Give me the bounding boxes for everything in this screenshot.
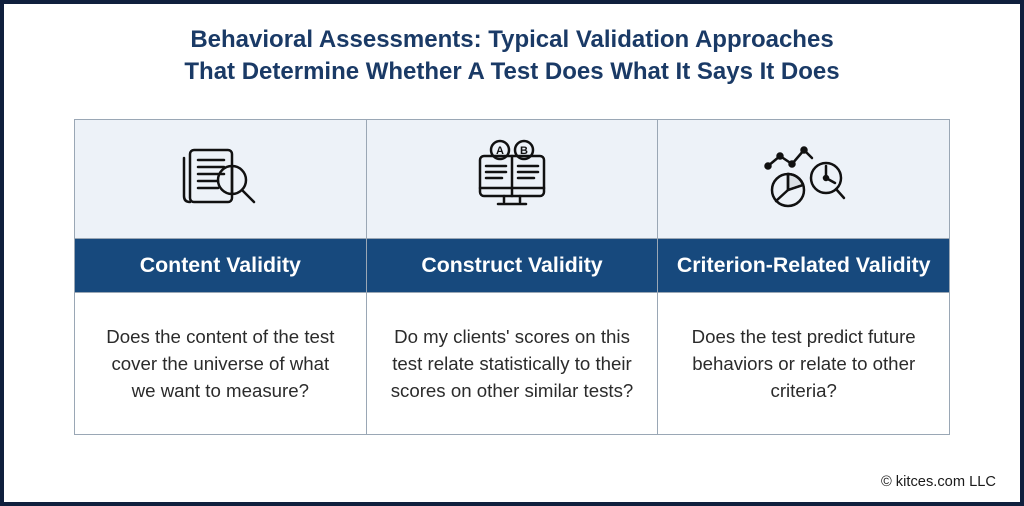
- svg-text:A: A: [496, 145, 504, 157]
- charts-analytics-icon: [754, 136, 854, 221]
- column-header: Criterion-Related Validity: [658, 238, 949, 293]
- column-description: Do my clients' scores on this test relat…: [367, 293, 658, 434]
- validity-table: Content Validity Does the content of the…: [74, 119, 950, 435]
- column-header: Content Validity: [75, 238, 366, 293]
- column-construct-validity: A B Construct Validity Do my clients' sc…: [367, 120, 659, 434]
- svg-text:B: B: [520, 145, 528, 157]
- icon-cell: [75, 120, 366, 238]
- infographic-frame: Behavioral Assessments: Typical Validati…: [0, 0, 1024, 506]
- title-line-1: Behavioral Assessments: Typical Validati…: [34, 24, 990, 56]
- column-content-validity: Content Validity Does the content of the…: [75, 120, 367, 434]
- icon-cell: [658, 120, 949, 238]
- title-line-2: That Determine Whether A Test Does What …: [34, 56, 990, 88]
- document-magnifier-icon: [170, 136, 270, 221]
- title-block: Behavioral Assessments: Typical Validati…: [34, 24, 990, 89]
- icon-cell: A B: [367, 120, 658, 238]
- monitor-ab-compare-icon: A B: [462, 136, 562, 221]
- column-header: Construct Validity: [367, 238, 658, 293]
- column-criterion-validity: Criterion-Related Validity Does the test…: [658, 120, 949, 434]
- desc-text: Do my clients' scores on this test relat…: [389, 323, 636, 404]
- copyright-text: © kitces.com LLC: [881, 474, 996, 490]
- column-description: Does the content of the test cover the u…: [75, 293, 366, 434]
- desc-text: Does the content of the test cover the u…: [97, 323, 344, 404]
- desc-text: Does the test predict future behaviors o…: [680, 323, 927, 404]
- column-description: Does the test predict future behaviors o…: [658, 293, 949, 434]
